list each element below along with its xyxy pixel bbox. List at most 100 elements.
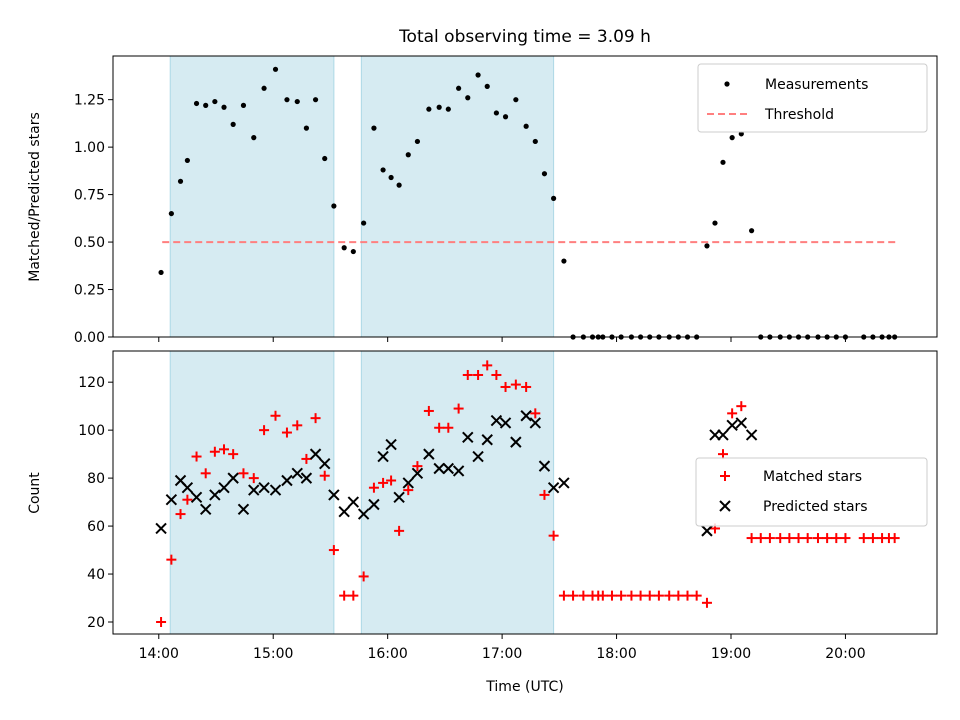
x-tick-label: 15:00 bbox=[253, 646, 293, 662]
predicted-star-point-b bbox=[248, 484, 260, 496]
matched-star-point bbox=[664, 590, 675, 601]
measurement-point bbox=[551, 195, 557, 201]
matched-star-point bbox=[746, 533, 757, 544]
matched-star-point bbox=[822, 533, 833, 544]
bottom-data-marks bbox=[155, 360, 900, 628]
predicted-star-point bbox=[165, 493, 178, 506]
measurement-point bbox=[396, 182, 402, 188]
predicted-star-point bbox=[411, 467, 424, 480]
legend-matched-label: Matched stars bbox=[763, 469, 862, 485]
predicted-star-point bbox=[258, 481, 270, 494]
predicted-star-point-b bbox=[174, 474, 187, 487]
matched-star-point bbox=[727, 408, 738, 419]
predicted-star-point-b bbox=[538, 460, 551, 472]
measurement-point bbox=[272, 66, 279, 72]
predicted-star-point bbox=[529, 417, 542, 429]
matched-star-point bbox=[358, 571, 369, 582]
predicted-star-point-b bbox=[701, 525, 713, 537]
matched-star-point bbox=[530, 408, 541, 419]
matched-star-point bbox=[200, 468, 211, 479]
predicted-star-point bbox=[462, 431, 474, 444]
measurement-point bbox=[158, 269, 164, 276]
legend-measurements-label: Measurements bbox=[765, 77, 868, 93]
matched-star-point bbox=[412, 461, 423, 472]
predicted-star-point-b bbox=[452, 465, 465, 477]
matched-star-point bbox=[423, 405, 434, 416]
matched-star-point bbox=[673, 590, 684, 601]
predicted-star-point bbox=[472, 450, 484, 463]
matched-star-point bbox=[403, 485, 414, 496]
predicted-star-point-b bbox=[547, 481, 560, 494]
measurement-point bbox=[230, 121, 236, 127]
bottom-shaded-interval bbox=[360, 350, 555, 635]
predicted-star-point-b bbox=[368, 498, 380, 511]
predicted-star-point bbox=[558, 477, 570, 489]
predicted-star-point-b bbox=[377, 450, 389, 463]
predicted-star-point-b bbox=[155, 522, 167, 535]
predicted-star-point-b bbox=[338, 505, 350, 518]
matched-star-point bbox=[521, 381, 532, 392]
top-panel: 0.00 0.25 0.50 0.75 1.00 1.25 Total observing… bbox=[27, 27, 938, 346]
measurement-point bbox=[361, 220, 367, 226]
measurement-point bbox=[184, 157, 190, 164]
measurement-point bbox=[193, 100, 200, 107]
measurement-point bbox=[712, 220, 718, 226]
measurement-point bbox=[331, 203, 337, 209]
predicted-star-point-b bbox=[510, 436, 522, 448]
matched-star-point bbox=[653, 590, 664, 601]
predicted-star-point bbox=[547, 481, 560, 494]
predicted-star-point-b bbox=[490, 414, 503, 427]
predicted-star-point bbox=[281, 474, 293, 487]
x-tick-label: 18:00 bbox=[596, 646, 636, 662]
top-y-tick-label: 0.75 bbox=[74, 188, 105, 204]
predicted-star-point bbox=[368, 498, 380, 511]
measurement-point bbox=[371, 125, 377, 131]
top-y-tick-label: 0.25 bbox=[74, 283, 105, 299]
matched-star-point bbox=[328, 545, 339, 556]
bottom-y-tick-label: 60 bbox=[87, 519, 105, 535]
bottom-y-tick-label: 100 bbox=[78, 423, 105, 439]
predicted-star-point-b bbox=[319, 458, 331, 470]
predicted-star-point bbox=[181, 481, 194, 494]
predicted-star-point-b bbox=[181, 481, 194, 494]
bottom-legend: Matched stars Predicted stars bbox=[695, 457, 928, 527]
measurement-point bbox=[322, 155, 328, 162]
bottom-panel: 20 40 60 80 100 120 14:00 15:00 16:00 17:00 18:00 1… bbox=[27, 350, 938, 695]
measurement-point bbox=[405, 152, 411, 158]
predicted-star-point bbox=[309, 448, 322, 460]
matched-star-point bbox=[858, 533, 869, 544]
bottom-legend-box bbox=[695, 457, 928, 527]
measurement-point bbox=[513, 97, 519, 103]
top-legend: Measurements Threshold bbox=[697, 63, 928, 133]
matched-star-point bbox=[548, 530, 559, 541]
predicted-star-point-b bbox=[402, 477, 414, 489]
x-tick-label: 16:00 bbox=[367, 646, 407, 662]
predicted-star-point bbox=[248, 484, 260, 496]
predicted-star-point bbox=[452, 465, 465, 477]
predicted-star-point-b bbox=[385, 438, 397, 451]
predicted-star-point bbox=[735, 417, 748, 429]
matched-star-point bbox=[462, 369, 473, 380]
predicted-star-point-b bbox=[165, 493, 178, 506]
predicted-star-point-b bbox=[481, 434, 493, 446]
predicted-star-point-b bbox=[300, 472, 313, 484]
matched-star-point bbox=[510, 379, 521, 390]
x-tick-label: 14:00 bbox=[139, 646, 179, 662]
legend-predicted-marker-b bbox=[719, 500, 731, 512]
predicted-star-point-b bbox=[726, 419, 738, 432]
predicted-star-point bbox=[726, 419, 738, 432]
top-legend-box bbox=[697, 63, 928, 133]
top-y-tick-label: 0.50 bbox=[74, 235, 105, 251]
matched-star-point bbox=[597, 590, 608, 601]
predicted-star-point bbox=[423, 448, 435, 460]
predicted-star-point bbox=[190, 491, 203, 504]
matched-star-point bbox=[784, 533, 795, 544]
measurement-point bbox=[388, 174, 394, 181]
top-shaded-interval bbox=[169, 55, 335, 338]
top-y-tick-label: 0.00 bbox=[74, 330, 105, 346]
matched-star-point bbox=[578, 590, 589, 601]
predicted-star-point bbox=[701, 525, 713, 537]
matched-star-point bbox=[319, 470, 330, 481]
matched-star-point bbox=[219, 444, 230, 455]
matched-star-point bbox=[443, 422, 454, 433]
